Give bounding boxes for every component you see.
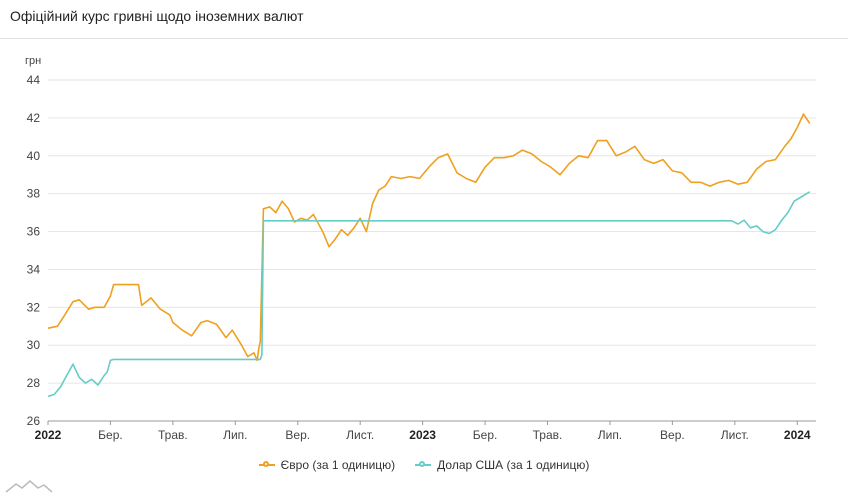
y-tick-label: 44 (27, 73, 41, 87)
series-line-usd[interactable] (47, 191, 811, 398)
x-tick-label: Лист. (721, 428, 749, 442)
y-tick-label: 30 (27, 338, 41, 352)
y-tick-label: 42 (27, 111, 41, 125)
series-group (47, 113, 811, 398)
x-axis: 2022 Бер. Трав. Лип. Вер. Лист. 2023 Бер. Трав. Л… (35, 421, 811, 442)
y-tick-label: 34 (27, 262, 41, 276)
y-tick-label: 38 (27, 187, 41, 201)
y-axis-unit: грн (25, 55, 41, 67)
legend-item-usd[interactable]: Долар США (за 1 одиницю) (415, 458, 589, 472)
x-tick-label: Трав. (533, 428, 563, 442)
legend-label-euro: Євро (за 1 одиницю) (280, 458, 396, 472)
line-chart: 26 28 30 32 34 36 38 40 42 44 2022 Бер. Трав. Лип. Ве… (25, 55, 816, 442)
x-tick-label: Вер. (285, 428, 310, 442)
header-divider (0, 38, 848, 39)
x-tick-label: Вер. (660, 428, 685, 442)
legend: Євро (за 1 одиницю) Долар США (за 1 один… (0, 458, 848, 472)
x-tick-label: Лип. (223, 428, 247, 442)
y-tick-label: 26 (27, 414, 41, 428)
mountain-logo-icon (5, 480, 53, 493)
x-tick-label: 2023 (409, 428, 436, 442)
x-tick-label: Бер. (98, 428, 123, 442)
legend-swatch-euro (258, 461, 275, 469)
y-tick-label: 36 (27, 225, 41, 239)
legend-swatch-usd (415, 461, 432, 469)
grid (48, 79, 816, 422)
x-tick-label: Лист. (346, 428, 374, 442)
y-tick-label: 32 (27, 300, 41, 314)
x-tick-label: 2022 (35, 428, 62, 442)
series-line-euro[interactable] (47, 113, 811, 362)
y-tick-label: 28 (27, 376, 41, 390)
legend-label-usd: Долар США (за 1 одиницю) (437, 458, 590, 472)
x-tick-label: Бер. (473, 428, 498, 442)
x-tick-label: Лип. (598, 428, 622, 442)
y-tick-label: 40 (27, 149, 41, 163)
x-tick-label: 2024 (784, 428, 811, 442)
y-axis: 26 28 30 32 34 36 38 40 42 44 (27, 73, 41, 428)
chart-title: Офіційний курс гривні щодо іноземних вал… (10, 8, 304, 24)
legend-item-euro[interactable]: Євро (за 1 одиницю) (258, 458, 396, 472)
x-tick-label: Трав. (158, 428, 188, 442)
